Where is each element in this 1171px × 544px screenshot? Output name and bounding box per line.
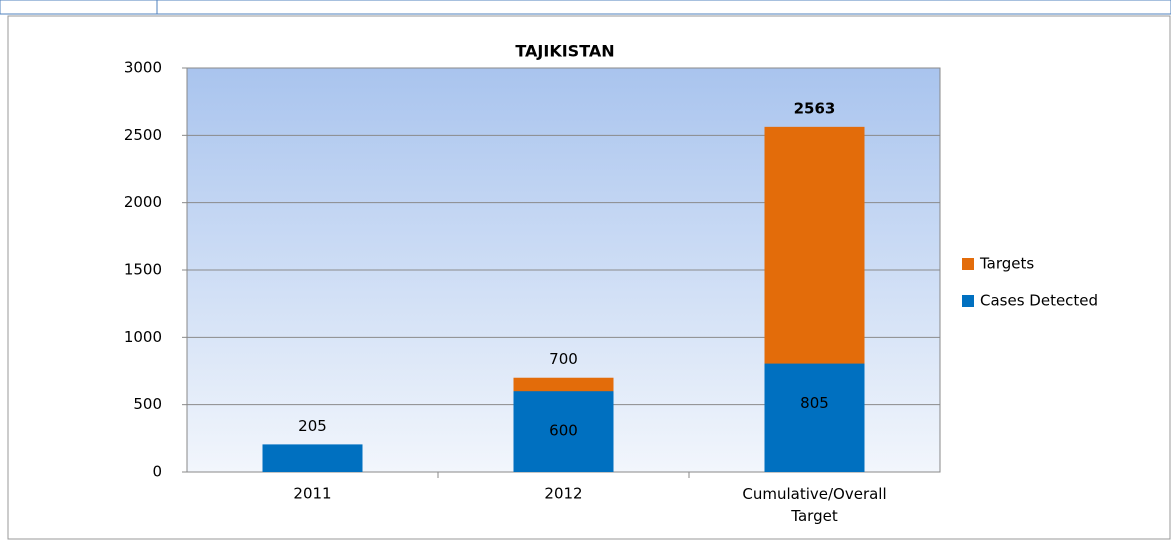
data-label: 600	[549, 422, 578, 440]
y-tick-label: 1000	[124, 328, 162, 346]
x-tick-label: 2012	[544, 485, 582, 503]
data-label: 205	[298, 417, 327, 435]
legend-label: Targets	[979, 255, 1034, 273]
legend-label: Cases Detected	[980, 292, 1098, 310]
bar	[764, 363, 865, 472]
legend-swatch	[962, 295, 974, 307]
bar	[262, 444, 363, 472]
x-tick-label: 2011	[293, 485, 331, 503]
x-tick-label: Cumulative/Overall Target	[742, 485, 886, 525]
header-strip	[0, 0, 1171, 15]
y-tick-label: 2000	[124, 193, 162, 211]
data-label: 2563	[794, 99, 836, 117]
y-tick-label: 0	[152, 463, 162, 481]
y-tick-label: 3000	[124, 59, 162, 77]
bar	[513, 391, 614, 472]
data-label: 805	[800, 394, 829, 412]
data-label: 700	[549, 350, 578, 368]
legend-swatch	[962, 258, 974, 270]
y-tick-label: 1500	[124, 261, 162, 279]
y-tick-label: 500	[133, 395, 162, 413]
chart-title: TAJIKISTAN	[515, 42, 614, 61]
y-tick-label: 2500	[124, 126, 162, 144]
